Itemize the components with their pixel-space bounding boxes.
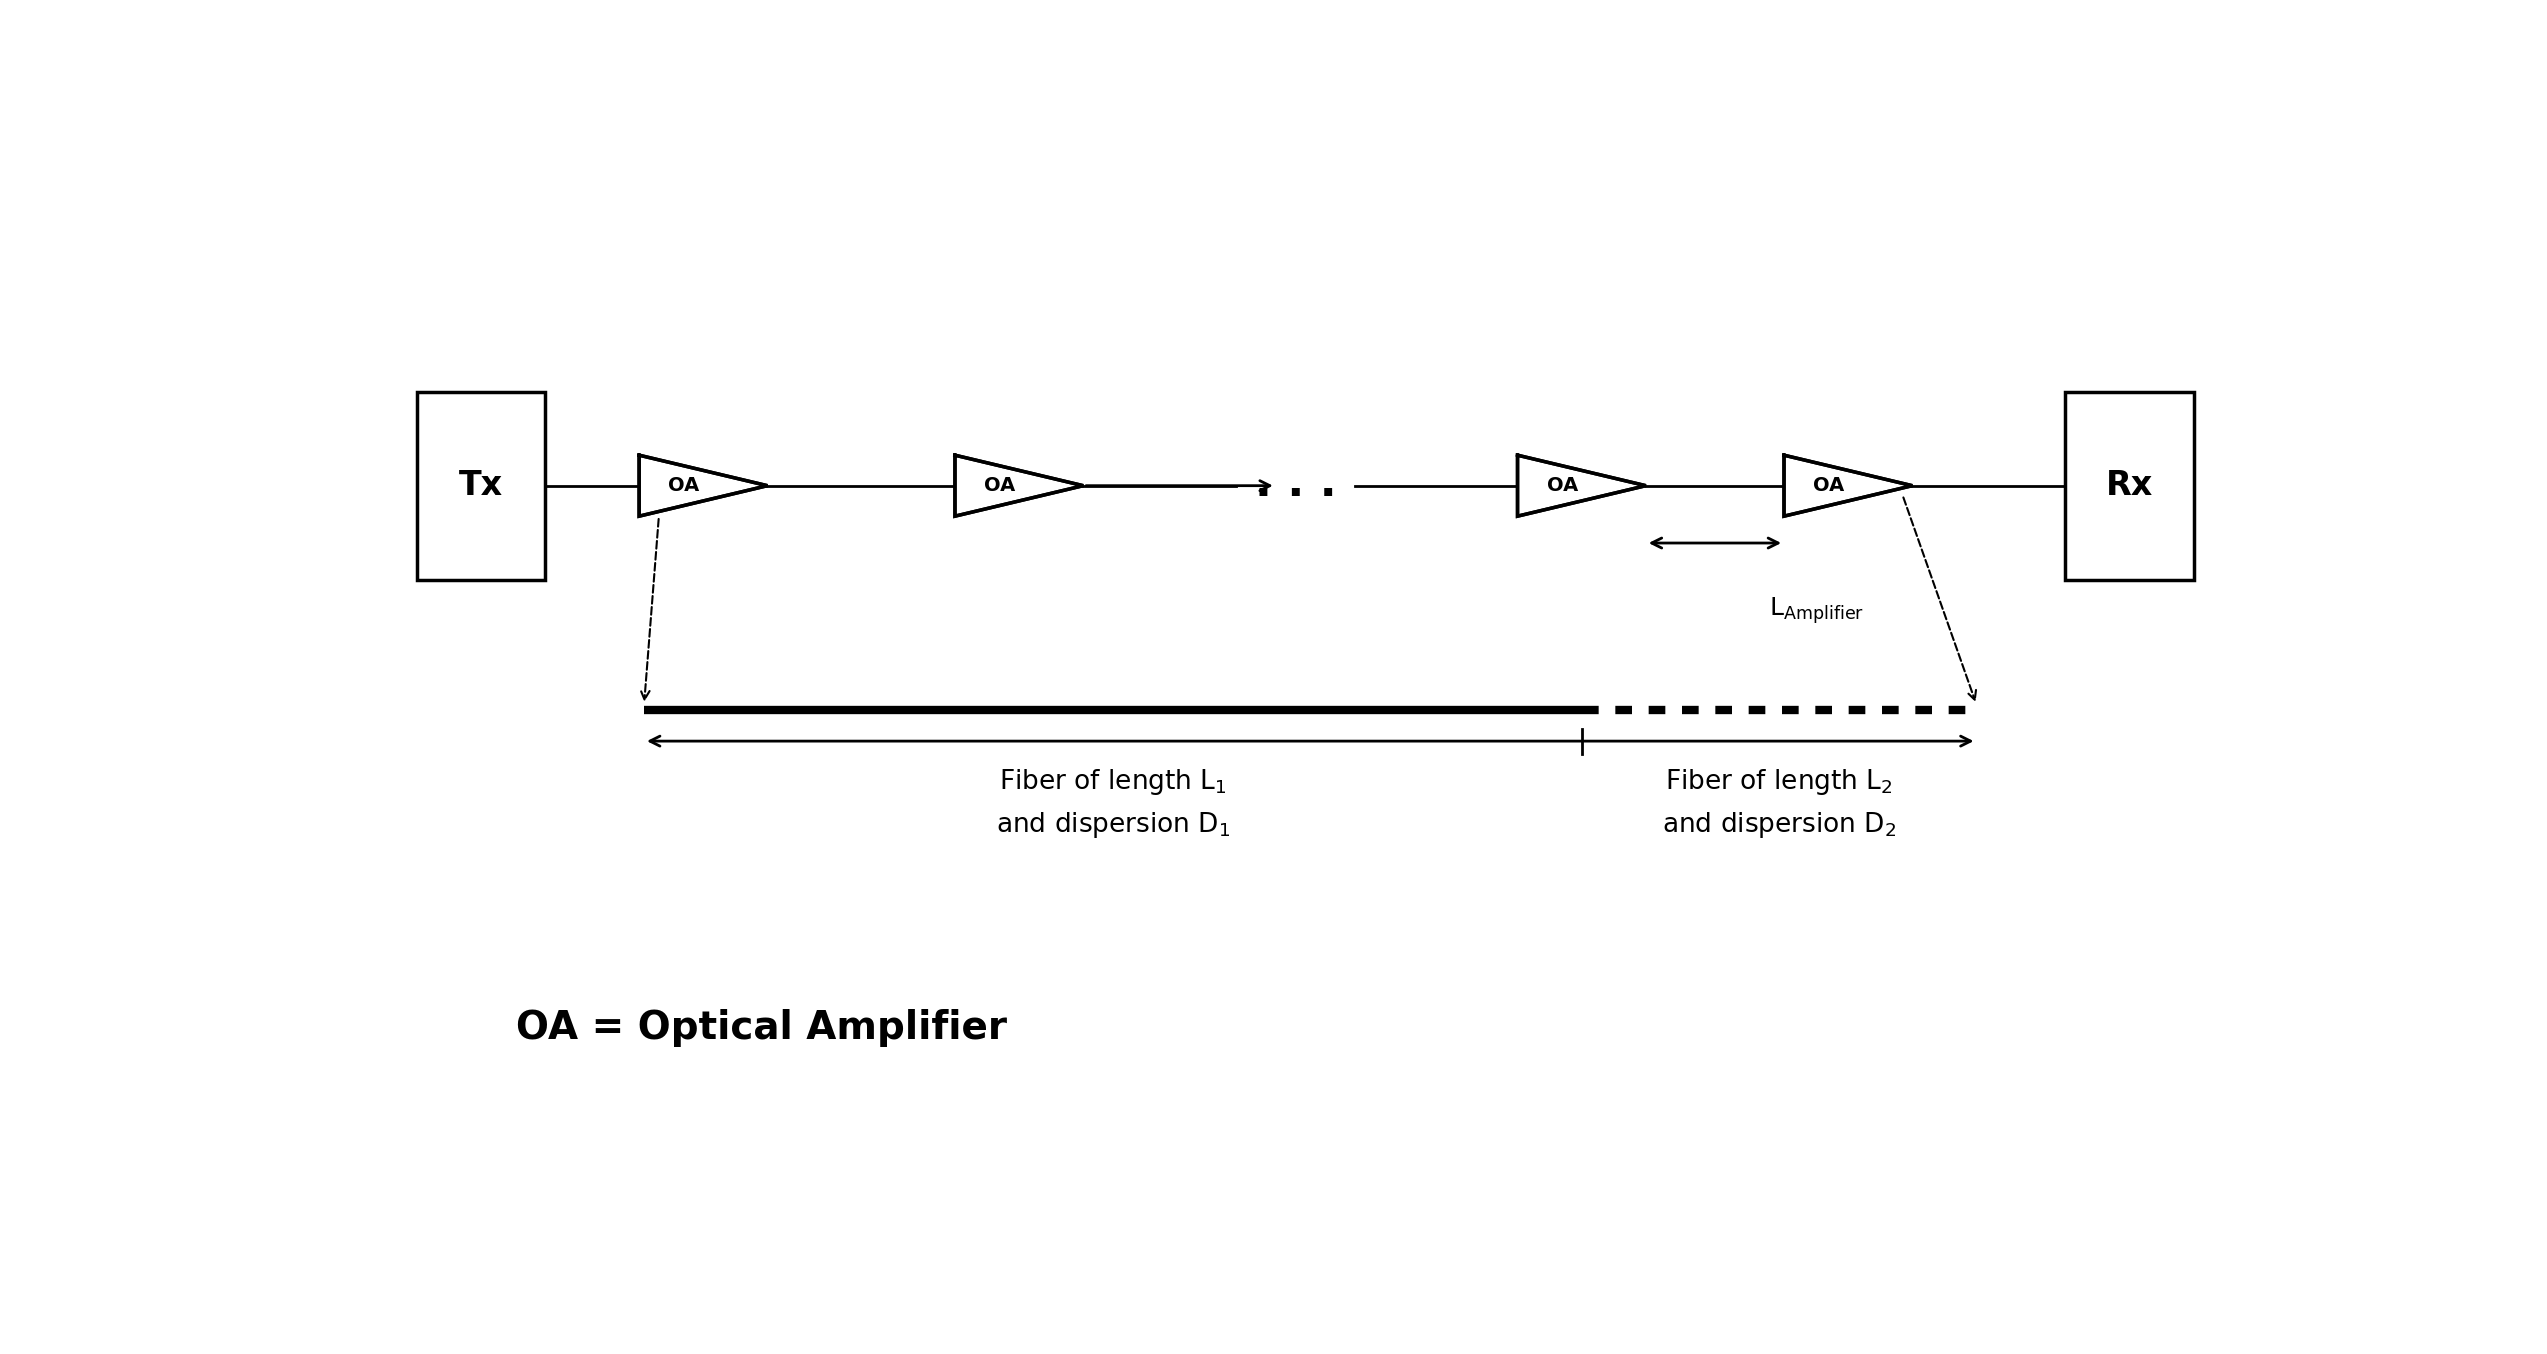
Polygon shape xyxy=(1518,455,1645,516)
Text: OA: OA xyxy=(1546,477,1579,496)
Text: Tx: Tx xyxy=(458,470,504,502)
Polygon shape xyxy=(955,455,1082,516)
Text: . . .: . . . xyxy=(1256,462,1337,505)
Text: Fiber of length L$_1$
and dispersion D$_1$: Fiber of length L$_1$ and dispersion D$_… xyxy=(996,768,1230,841)
Text: L$_{\mathrm{Amplifier}}$: L$_{\mathrm{Amplifier}}$ xyxy=(1770,596,1864,626)
Text: OA: OA xyxy=(1813,477,1844,496)
Bar xyxy=(2066,391,2193,580)
Text: OA: OA xyxy=(983,477,1016,496)
Text: OA: OA xyxy=(667,477,700,496)
Text: Fiber of length L$_2$
and dispersion D$_2$: Fiber of length L$_2$ and dispersion D$_… xyxy=(1661,768,1898,841)
Bar xyxy=(418,391,545,580)
Text: OA = Optical Amplifier: OA = Optical Amplifier xyxy=(514,1009,1006,1047)
Polygon shape xyxy=(639,455,767,516)
Polygon shape xyxy=(1783,455,1913,516)
Text: Rx: Rx xyxy=(2106,470,2152,502)
